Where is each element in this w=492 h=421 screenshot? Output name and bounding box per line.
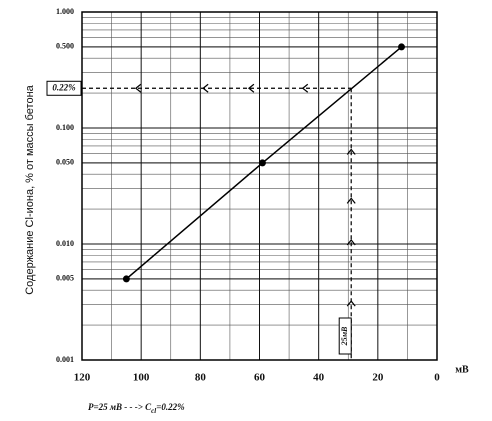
annotation-x-label: 25мВ <box>340 326 349 346</box>
y-tick-label: 0.001 <box>56 355 74 364</box>
annotation-y-box <box>46 80 82 96</box>
footnote-tail: =0.22% <box>156 402 185 412</box>
y-axis-title: Содержание Cl-иона, % от массы бетона <box>24 84 36 294</box>
x-axis-title: мВ <box>455 364 469 375</box>
footnote-lead: P=25 мВ - - -> C <box>88 402 152 412</box>
y-tick-label: 0.050 <box>56 158 74 167</box>
footnote: P=25 мВ - - -> Ccl=0.22% <box>88 402 185 415</box>
x-tick-label: 120 <box>74 372 91 384</box>
point <box>258 159 266 167</box>
annotation-x-box <box>338 317 352 355</box>
annotation-y-label: 0.22% <box>52 82 76 92</box>
arrow <box>134 83 142 93</box>
arrow <box>247 83 255 93</box>
x-tick-label: 60 <box>254 372 266 384</box>
x-tick-label: 100 <box>133 372 150 384</box>
y-tick-label: 0.010 <box>56 239 74 248</box>
y-tick-label: 0.005 <box>56 274 74 283</box>
plot-frame <box>81 11 438 361</box>
point <box>398 43 405 51</box>
y-tick-label: 0.100 <box>56 123 74 132</box>
arrow <box>346 197 356 204</box>
arrow <box>202 83 209 93</box>
y-tick-label: 0.500 <box>56 42 74 51</box>
x-tick-label: 20 <box>372 372 384 384</box>
arrow <box>346 300 356 307</box>
x-tick-label: 80 <box>195 372 207 384</box>
arrow <box>346 148 356 155</box>
point <box>122 275 130 283</box>
y-tick-label: 1.000 <box>56 7 74 16</box>
arrow <box>346 238 356 246</box>
arrow <box>301 83 309 93</box>
x-tick-label: 40 <box>313 372 325 384</box>
x-tick-label: 0 <box>434 372 440 384</box>
footnote-sub: cl <box>151 407 156 415</box>
